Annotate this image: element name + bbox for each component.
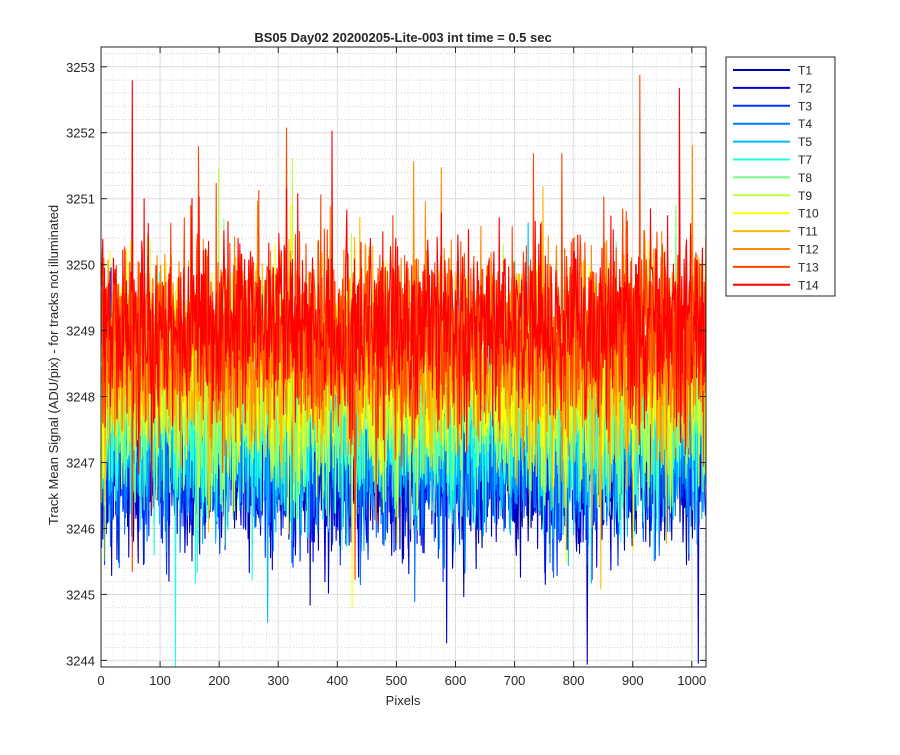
legend-label-t5: T5 xyxy=(798,135,812,149)
y-tick-label: 3251 xyxy=(66,192,95,207)
x-tick-label: 300 xyxy=(267,673,289,688)
x-axis: 0 100 200 300 400 500 600 700 800 900 1000 xyxy=(97,47,706,688)
plot-frame xyxy=(100,46,707,668)
x-tick-label: 100 xyxy=(149,673,171,688)
legend-label-t4: T4 xyxy=(798,117,812,131)
chart-title: BS05 Day02 20200205-Lite-003 int time = … xyxy=(254,30,551,45)
x-tick-label: 800 xyxy=(563,673,585,688)
x-axis-label: Pixels xyxy=(386,693,421,708)
y-tick-label: 3249 xyxy=(66,324,95,339)
legend-label-t2: T2 xyxy=(798,81,812,95)
legend[interactable]: T1 T2 T3 T4 T5 T7 T8 T9 T10 T11 T12 T13 T14 xyxy=(725,56,836,297)
y-tick-label: 3253 xyxy=(66,60,95,75)
y-tick-label: 3250 xyxy=(66,258,95,273)
y-tick-label: 3246 xyxy=(66,521,95,536)
legend-label-t9: T9 xyxy=(798,189,812,203)
legend-label-t10: T10 xyxy=(798,207,819,221)
y-tick-label: 3244 xyxy=(66,653,95,668)
series-line-t14 xyxy=(101,80,707,510)
y-tick-label: 3252 xyxy=(66,126,95,141)
legend-label-t12: T12 xyxy=(798,243,819,257)
y-axis: 3244 3245 3246 3247 3248 3249 3250 3251 3252 3253 xyxy=(66,60,706,668)
legend-label-t8: T8 xyxy=(798,171,812,185)
x-tick-label: 500 xyxy=(386,673,408,688)
x-tick-label: 600 xyxy=(445,673,467,688)
legend-label-t1: T1 xyxy=(798,64,812,78)
legend-label-t7: T7 xyxy=(798,153,812,167)
legend-label-t3: T3 xyxy=(798,99,812,113)
x-tick-label: 700 xyxy=(504,673,526,688)
y-tick-label: 3247 xyxy=(66,456,95,471)
x-tick-label: 1000 xyxy=(677,673,706,688)
x-tick-label: 400 xyxy=(326,673,348,688)
x-tick-label: 900 xyxy=(622,673,644,688)
legend-label-t13: T13 xyxy=(798,260,819,274)
x-tick-label: 0 xyxy=(97,673,104,688)
x-tick-label: 200 xyxy=(208,673,230,688)
series-layer xyxy=(101,74,707,668)
y-tick-label: 3248 xyxy=(66,390,95,405)
legend-label-t14: T14 xyxy=(798,278,819,292)
y-tick-label: 3245 xyxy=(66,587,95,602)
legend-label-t11: T11 xyxy=(798,225,818,239)
y-axis-label: Track Mean Signal (ADU/pix) - for tracks… xyxy=(46,205,61,525)
